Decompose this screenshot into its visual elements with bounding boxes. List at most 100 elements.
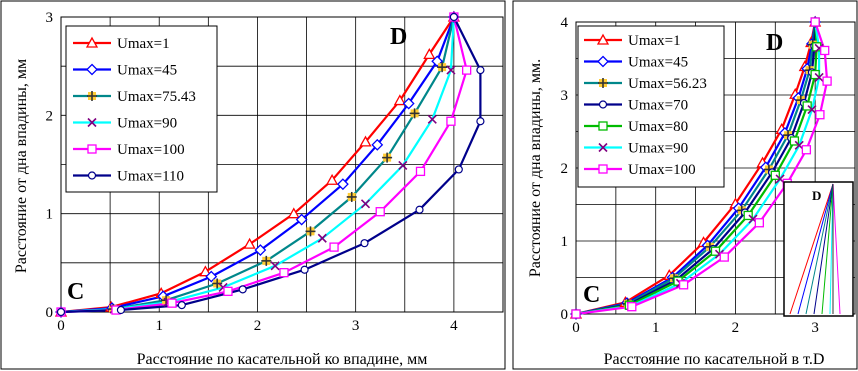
series-5-point <box>449 12 458 22</box>
series-4-point <box>789 136 800 146</box>
series-1-point <box>336 178 349 191</box>
series-1-point <box>402 97 415 110</box>
series-4-point <box>415 166 426 177</box>
inset-line <box>832 183 841 315</box>
series-6-point <box>571 309 581 319</box>
series-4-point <box>743 210 753 221</box>
y-tick-label: 1 <box>561 234 569 250</box>
x-tick-label: 4 <box>450 318 458 334</box>
series-4-point <box>329 242 339 252</box>
series-2-point <box>305 226 316 237</box>
chart-left: 0 1 2 3 4 0 1 2 3 Расстояние по касательной ко в… <box>0 0 506 370</box>
series-2-point <box>346 191 357 202</box>
inset-lines <box>789 183 841 315</box>
x-tick-label: 1 <box>155 318 163 334</box>
series-5-point <box>814 72 824 83</box>
inset-frame <box>783 181 854 317</box>
series-0-point <box>199 265 212 277</box>
series-4-point <box>446 116 456 126</box>
series-3-point <box>427 114 437 124</box>
chart-left-series <box>54 10 485 318</box>
chart-left-x-axis-label: Расстояние по касательной ко впадине, мм <box>137 351 428 368</box>
y-tick-label: 0 <box>561 307 569 323</box>
legend-marker <box>87 91 97 101</box>
series-4-point <box>167 298 177 308</box>
y-tick-label: 1 <box>46 207 54 223</box>
x-tick-label: 3 <box>811 320 819 336</box>
series-5-point <box>238 285 247 294</box>
x-tick-label: 0 <box>57 318 65 334</box>
y-tick-label: 4 <box>561 15 569 31</box>
series-3-point <box>398 160 408 171</box>
legend-label: Umax=100 <box>628 162 696 178</box>
series-4-point <box>279 268 289 278</box>
series-4-point <box>223 286 233 297</box>
series-2-point <box>382 152 393 163</box>
series-4-point <box>770 170 780 180</box>
series-5-point <box>360 239 369 248</box>
legend-label: Umax=56.23 <box>628 76 707 92</box>
legend-label: Umax=80 <box>628 119 688 135</box>
x-tick-label: 0 <box>572 320 580 336</box>
series-5-point <box>476 65 485 75</box>
chart-left-point-c-label: C <box>67 279 84 305</box>
series-1-point <box>295 213 308 226</box>
series-6-point <box>822 76 832 86</box>
series-0-point <box>325 173 339 185</box>
series-5-point <box>56 307 66 317</box>
legend-marker <box>598 121 608 131</box>
series-5-point <box>116 305 126 315</box>
series-2-point <box>212 278 223 289</box>
legend-marker <box>87 171 97 180</box>
chart-right-inset: D <box>783 181 854 317</box>
series-0-point <box>393 94 406 106</box>
series-6-point <box>678 280 689 290</box>
chart-right-x-axis-label: Расстояние по касательной в т.D <box>604 351 825 368</box>
legend-label: Umax=90 <box>628 141 688 157</box>
chart-right-point-d-label: D <box>766 30 783 56</box>
legend-label: Umax=70 <box>628 98 688 114</box>
chart-right-legend: Umax=1 Umax=45 Umax=56.23 Umax=70 Umax=80 Uma… <box>577 25 725 188</box>
legend-marker <box>596 33 610 45</box>
series-5-point <box>177 301 186 310</box>
series-3-point <box>270 261 280 271</box>
chart-right-y-axis-label: Расстояние от дна впадины, мм. <box>527 59 544 277</box>
legend-label: Umax=1 <box>628 33 681 49</box>
x-tick-label: 3 <box>352 318 360 334</box>
chart-right-series <box>569 15 832 320</box>
series-6-point <box>719 252 729 262</box>
series-6-point <box>820 45 830 56</box>
series-6-point <box>815 110 825 120</box>
series-0-point <box>287 207 300 219</box>
series-6-point <box>801 145 812 155</box>
legend-marker <box>86 63 98 76</box>
series-5-point <box>476 117 485 126</box>
legend-marker <box>598 142 608 153</box>
series-4-point <box>375 207 385 217</box>
y-tick-label: 0 <box>46 305 54 321</box>
legend-label: Umax=1 <box>117 36 170 52</box>
x-tick-label: 2 <box>732 320 740 336</box>
y-tick-label: 3 <box>46 10 54 26</box>
series-2-point <box>437 62 448 73</box>
y-tick-label: 3 <box>561 88 569 104</box>
inset-line <box>813 183 834 315</box>
series-1-point <box>205 270 218 283</box>
x-tick-label: 2 <box>254 318 262 334</box>
series-5-point <box>415 205 424 214</box>
legend-label: Umax=45 <box>628 55 688 71</box>
series-3-point <box>446 65 456 75</box>
series-6-point <box>754 218 764 228</box>
series-6-point <box>810 17 820 27</box>
series-3-point <box>317 233 327 243</box>
chart-left-point-d-label: D <box>390 24 407 50</box>
chart-left-ticks: 0 1 2 3 4 0 1 2 3 <box>46 10 459 334</box>
legend-marker <box>598 100 608 109</box>
series-0-point <box>243 237 256 249</box>
legend-marker <box>598 78 608 88</box>
legend-label: Umax=110 <box>117 169 184 185</box>
inset-line <box>821 183 834 315</box>
series-2-point <box>261 255 272 266</box>
x-tick-label: 1 <box>652 320 660 336</box>
